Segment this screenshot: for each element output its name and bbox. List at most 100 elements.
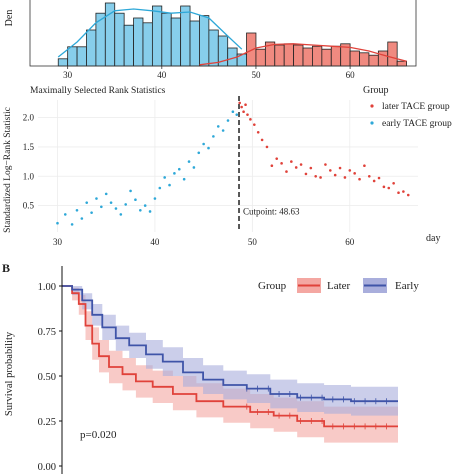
early-point-28 xyxy=(197,151,201,155)
early-point-13 xyxy=(124,203,127,206)
early-point-25 xyxy=(182,177,186,181)
km-survival-curves xyxy=(62,285,398,428)
early-point-2 xyxy=(70,223,74,226)
rank-stat-x-ticks: 30 40 50 60 xyxy=(53,237,355,247)
early-point-12 xyxy=(119,213,123,216)
km-pvalue: p=0.020 xyxy=(80,429,117,441)
later-point-9 xyxy=(265,145,269,149)
early-point-11 xyxy=(114,207,118,210)
later-point-30 xyxy=(367,174,371,178)
km-confidence-bands xyxy=(62,286,398,443)
later-point-23 xyxy=(333,173,337,177)
later-point-10 xyxy=(270,164,274,168)
later-point-33 xyxy=(382,185,386,189)
km-censor-marks xyxy=(246,385,387,430)
histogram-bars xyxy=(57,2,407,67)
km-y-tick-label-0: 0.00 xyxy=(38,462,56,473)
later-bar-14 xyxy=(368,54,379,67)
early-curve xyxy=(62,285,398,403)
later-bar-6 xyxy=(293,44,304,67)
rs-y-tick-label-2: 1.5 xyxy=(23,142,35,152)
later-point-8 xyxy=(260,138,264,142)
histogram-panel: Den 30 40 50 60 xyxy=(4,0,417,80)
later-point-31 xyxy=(372,179,376,183)
early-bar-11 xyxy=(161,12,172,67)
hist-x-tick-label-2: 50 xyxy=(251,70,261,80)
later-bar-9 xyxy=(321,48,332,67)
later-point-38 xyxy=(406,193,410,197)
km-panel: B Survival probability 0.00 0.25 0.50 0.75 1… xyxy=(2,261,419,474)
rank-stat-grid xyxy=(38,100,418,232)
rank-stat-title: Maximally Selected Rank Statistics xyxy=(30,86,166,96)
later-point-17 xyxy=(304,172,308,176)
later-point-18 xyxy=(309,166,313,170)
histogram-density-lines xyxy=(57,8,407,66)
legend-later-marker xyxy=(370,104,374,108)
early-bar-13 xyxy=(180,5,191,67)
rs-x-tick-label-1: 40 xyxy=(150,237,160,247)
later-band xyxy=(62,286,398,443)
later-point-7 xyxy=(256,130,260,134)
early-point-6 xyxy=(90,211,93,214)
later-point-4 xyxy=(246,113,249,116)
early-bar-15 xyxy=(199,15,210,67)
km-ylabel: Survival probability xyxy=(4,331,15,416)
rank-stat-panel: Maximally Selected Rank Statistics Stand… xyxy=(3,85,452,247)
early-bar-12 xyxy=(170,17,182,67)
rank-stat-legend-title: Group xyxy=(363,85,389,96)
early-point-5 xyxy=(85,201,89,204)
later-bar-4 xyxy=(274,44,285,67)
rs-x-tick-label-0: 30 xyxy=(53,237,63,247)
later-bar-16 xyxy=(387,41,398,67)
later-point-21 xyxy=(324,163,327,166)
early-bar-3 xyxy=(86,29,97,67)
histogram-frame xyxy=(29,0,417,67)
km-y-ticks: 0.00 0.25 0.50 0.75 1.00 xyxy=(38,282,62,473)
later-point-20 xyxy=(319,176,322,179)
km-y-tick-label-3: 0.75 xyxy=(38,327,56,338)
early-point-24 xyxy=(177,167,181,171)
early-point-15 xyxy=(134,198,137,202)
later-point-36 xyxy=(397,191,400,194)
hist-x-tick-label-1: 40 xyxy=(157,70,167,80)
later-point-6 xyxy=(253,123,256,126)
early-point-33 xyxy=(221,129,225,132)
early-bar-10 xyxy=(151,5,163,67)
early-bar-7 xyxy=(123,24,134,67)
later-bar-12 xyxy=(349,50,360,67)
early-bar-6 xyxy=(114,12,125,67)
later-point-2 xyxy=(242,110,245,114)
km-legend-title: Group xyxy=(258,280,287,292)
km-y-tick-label-4: 1.00 xyxy=(38,282,56,293)
early-band xyxy=(62,286,398,416)
early-bar-2 xyxy=(76,46,87,67)
later-point-16 xyxy=(299,163,303,166)
km-legend: Group Later Early xyxy=(258,278,419,293)
early-point-1 xyxy=(63,213,67,216)
early-point-21 xyxy=(163,176,166,179)
later-point-28 xyxy=(358,177,361,181)
rs-y-tick-label-0: 0.5 xyxy=(23,201,35,211)
later-bar-1 xyxy=(246,32,257,67)
rs-y-tick-label-1: 1.0 xyxy=(23,171,35,181)
later-point-29 xyxy=(363,164,366,168)
early-bar-8 xyxy=(133,17,144,67)
early-point-32 xyxy=(216,125,220,128)
later-point-11 xyxy=(275,157,279,160)
rs-y-tick-label-3: 2.0 xyxy=(23,113,35,123)
early-density-line xyxy=(57,8,243,58)
early-point-35 xyxy=(231,110,235,114)
early-bar-4 xyxy=(95,12,106,67)
early-point-29 xyxy=(202,142,205,146)
early-point-19 xyxy=(153,197,157,200)
panel-b-letter: B xyxy=(2,261,10,275)
early-point-16 xyxy=(139,208,142,212)
later-point-3 xyxy=(244,103,247,106)
later-point-27 xyxy=(353,172,356,175)
early-point-7 xyxy=(95,197,98,200)
early-point-9 xyxy=(104,192,108,196)
later-point-26 xyxy=(348,169,352,172)
later-point-22 xyxy=(329,169,332,172)
later-point-35 xyxy=(392,182,395,185)
